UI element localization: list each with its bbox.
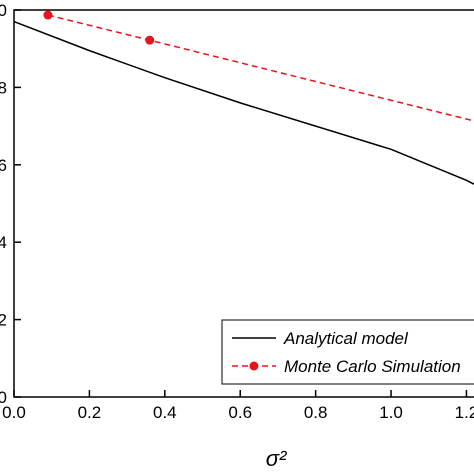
marker: [43, 10, 53, 20]
legend-label: Analytical model: [283, 329, 409, 348]
y-tick-label: 0.2: [0, 311, 7, 330]
y-tick-label: 0.6: [0, 156, 7, 175]
y-tick-label: 0: [0, 388, 7, 407]
series-line: [47, 14, 474, 122]
x-axis-label: σ²: [266, 446, 287, 471]
plot-frame: [13, 9, 474, 398]
y-tick-label: 0.8: [0, 78, 7, 97]
plot-area: [14, 10, 474, 185]
x-tick-label: 0.2: [78, 403, 102, 422]
y-tick-label: 1.0: [0, 1, 7, 20]
x-tick-label: 0.6: [228, 403, 252, 422]
legend-box: [221, 319, 474, 385]
legend-marker: [249, 361, 259, 371]
x-tick-label: 0.8: [304, 403, 328, 422]
series-line: [14, 20, 474, 185]
x-tick-label: 1.2: [455, 403, 474, 422]
legend-label: Monte Carlo Simulation: [284, 357, 461, 376]
x-tick-label: 0.0: [2, 403, 26, 422]
x-tick-label: 0.4: [153, 403, 177, 422]
marker: [145, 35, 155, 45]
y-tick-label: 0.4: [0, 233, 7, 252]
x-tick-label: 1.0: [379, 403, 403, 422]
